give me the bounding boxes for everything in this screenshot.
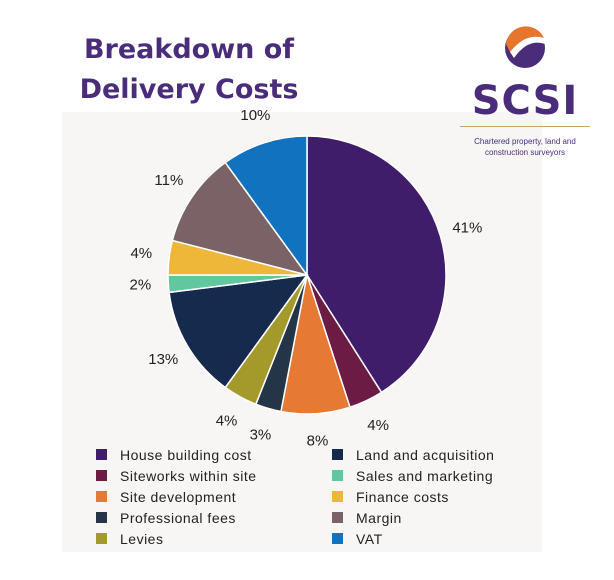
legend-label: House building cost <box>120 446 252 463</box>
pie-slice-house-building-cost <box>306 135 447 394</box>
pie-slice-margin <box>171 161 309 277</box>
pie-data-label: 8% <box>307 433 329 450</box>
legend-item: Levies <box>96 530 332 547</box>
pie-data-label: 4% <box>216 412 238 429</box>
legend-item: House building cost <box>96 446 332 463</box>
legend-swatch <box>332 470 343 481</box>
legend-label: Professional fees <box>120 509 236 526</box>
legend-item: Margin <box>332 509 536 526</box>
pie-data-label: 41% <box>452 219 482 236</box>
legend-swatch <box>96 449 107 460</box>
legend-item: Land and acquisition <box>332 446 536 463</box>
title-line-2: Delivery Costs <box>79 74 299 105</box>
pie-data-label: 13% <box>148 351 178 368</box>
legend-label: Finance costs <box>356 488 449 505</box>
legend-item: Site development <box>96 488 332 505</box>
logo-wordmark: SCSI <box>471 78 579 124</box>
legend-swatch <box>332 533 343 544</box>
logo-tagline-line-1: Chartered property, land and <box>474 137 576 146</box>
legend-label: Levies <box>120 530 164 547</box>
pie-data-label: 4% <box>367 417 389 434</box>
legend-swatch <box>96 512 107 523</box>
legend-swatch <box>332 512 343 523</box>
scsi-logo-mark-icon <box>505 26 545 68</box>
legend-swatch <box>332 491 343 502</box>
legend-swatch <box>332 449 343 460</box>
legend-swatch <box>96 470 107 481</box>
legend-label: VAT <box>356 530 383 547</box>
legend-item: VAT <box>332 530 536 547</box>
pie-data-label: 11% <box>154 172 183 189</box>
title-line-1: Breakdown of <box>83 34 295 65</box>
pie-slice-land-and-acquisition <box>168 274 309 389</box>
pie-data-label: 4% <box>130 245 152 262</box>
pie-data-label: 3% <box>250 426 272 443</box>
logo-tagline: Chartered property, land and constructio… <box>440 136 610 158</box>
scsi-logo: SCSI Chartered property, land and constr… <box>440 22 610 162</box>
pie-data-label: 2% <box>129 276 151 293</box>
legend-item: Siteworks within site <box>96 467 332 484</box>
pie-slice-vat <box>224 135 308 278</box>
chart-legend: House building cost Land and acquisition S… <box>96 446 536 547</box>
legend-label: Site development <box>120 488 237 505</box>
legend-label: Siteworks within site <box>120 467 257 484</box>
legend-item: Sales and marketing <box>332 467 536 484</box>
legend-swatch <box>96 491 107 502</box>
chart-title: Breakdown of Delivery Costs <box>74 30 304 110</box>
legend-label: Sales and marketing <box>356 467 494 484</box>
legend-swatch <box>96 533 107 544</box>
legend-item: Finance costs <box>332 488 536 505</box>
logo-tagline-line-2: construction surveyors <box>484 148 566 157</box>
legend-item: Professional fees <box>96 509 332 526</box>
pie-data-label: 10% <box>240 107 270 124</box>
logo-divider <box>460 126 590 127</box>
legend-label: Margin <box>356 509 402 526</box>
legend-label: Land and acquisition <box>356 446 495 463</box>
